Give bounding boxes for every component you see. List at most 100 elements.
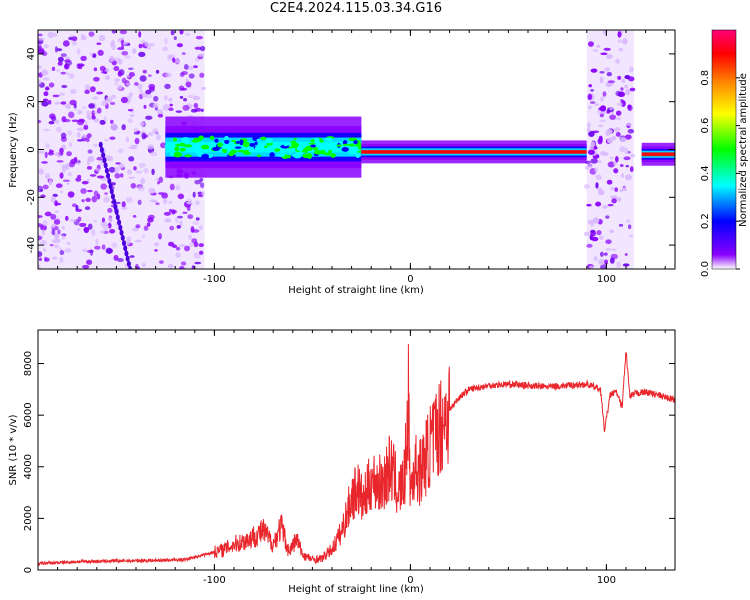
noise-blob	[103, 115, 107, 122]
noise-blob	[595, 174, 602, 181]
noise-blob	[609, 114, 617, 120]
noise-blob	[148, 187, 156, 194]
signal-hotspot	[239, 139, 244, 146]
noise-blob	[80, 33, 85, 38]
noise-blob	[144, 41, 149, 47]
noise-blob	[139, 89, 144, 94]
streak-segment	[113, 203, 118, 210]
noise-blob	[197, 53, 205, 57]
noise-blob	[137, 83, 143, 90]
noise-blob	[60, 71, 67, 75]
noise-blob	[146, 46, 152, 50]
noise-blob	[611, 198, 617, 204]
noise-blob	[606, 72, 613, 77]
noise-blob	[128, 156, 135, 162]
heatmap-feature-noise-right	[583, 30, 636, 269]
noise-blob	[38, 37, 45, 41]
noise-blob	[182, 104, 190, 111]
noise-blob	[626, 219, 631, 223]
streak-segment	[121, 240, 126, 247]
noise-blob	[152, 128, 159, 135]
noise-blob	[192, 191, 196, 198]
snr-series-line	[38, 343, 675, 567]
y-tick-label: 20	[26, 95, 37, 108]
noise-blob	[600, 264, 607, 269]
noise-blob	[76, 131, 81, 138]
noise-blob	[618, 223, 624, 227]
noise-blob	[199, 72, 205, 78]
y-tick-label: -20	[26, 189, 37, 205]
noise-blob	[121, 77, 127, 84]
noise-blob	[598, 124, 604, 128]
noise-blob	[625, 164, 629, 168]
noise-blob	[604, 259, 609, 265]
noise-blob	[163, 95, 168, 101]
noise-blob	[38, 223, 43, 228]
noise-blob	[590, 68, 598, 73]
noise-blob	[41, 161, 48, 164]
noise-blob	[629, 166, 634, 173]
noise-blob	[199, 177, 204, 182]
noise-blob	[624, 84, 628, 89]
noise-blob	[124, 55, 131, 59]
signal-hotspot	[248, 149, 256, 153]
noise-blob	[51, 256, 58, 260]
noise-blob	[175, 110, 183, 113]
y-tick-label: 4000	[23, 454, 34, 479]
noise-blob	[163, 197, 168, 205]
noise-blob	[617, 31, 622, 38]
noise-blob	[57, 56, 64, 63]
noise-blob	[619, 136, 627, 143]
noise-blob	[82, 106, 86, 109]
noise-blob	[99, 119, 106, 125]
streak-segment	[104, 167, 109, 174]
noise-blob	[59, 190, 64, 194]
signal-hotspot	[293, 137, 297, 141]
noise-blob	[605, 130, 610, 137]
noise-blob	[185, 81, 192, 88]
noise-blob	[38, 150, 45, 154]
noise-blob	[60, 132, 67, 139]
noise-blob	[587, 93, 593, 101]
noise-blob	[69, 218, 77, 223]
colorbar-tick-label: 0.0	[700, 261, 711, 277]
signal-hotspot	[211, 141, 216, 145]
noise-blob	[127, 118, 133, 124]
noise-blob	[171, 244, 178, 249]
streak-segment	[102, 157, 107, 164]
signal-hotspot	[201, 153, 210, 159]
noise-blob	[145, 89, 152, 95]
noise-blob	[65, 56, 70, 60]
noise-blob	[188, 242, 194, 248]
noise-blob	[624, 74, 631, 80]
signal-hotspot	[308, 142, 316, 145]
noise-blob	[71, 41, 78, 46]
noise-blob	[111, 30, 117, 34]
noise-blob	[168, 208, 173, 213]
signal-hotspot	[293, 153, 302, 159]
noise-blob	[617, 197, 622, 202]
signal-hotspot	[170, 151, 174, 157]
noise-blob	[629, 66, 634, 73]
noise-blob	[588, 130, 595, 138]
noise-blob	[607, 203, 614, 207]
noise-blob	[181, 71, 189, 75]
noise-blob	[586, 128, 591, 133]
noise-blob	[38, 251, 43, 258]
noise-blob	[187, 214, 194, 220]
signal-hotspot	[276, 153, 286, 157]
noise-blob	[53, 219, 61, 225]
signal-hotspot	[291, 142, 299, 148]
signal-hotspot	[310, 139, 316, 143]
noise-blob	[51, 239, 56, 244]
noise-blob	[53, 32, 58, 37]
noise-blob	[99, 65, 106, 72]
noise-blob	[168, 107, 174, 112]
noise-blob	[61, 234, 66, 240]
noise-blob	[108, 217, 113, 224]
noise-blob	[111, 242, 118, 248]
signal-hotspot	[264, 145, 268, 149]
streak-segment	[110, 193, 115, 200]
y-tick-label: 2000	[23, 506, 34, 531]
noise-blob	[624, 134, 632, 140]
